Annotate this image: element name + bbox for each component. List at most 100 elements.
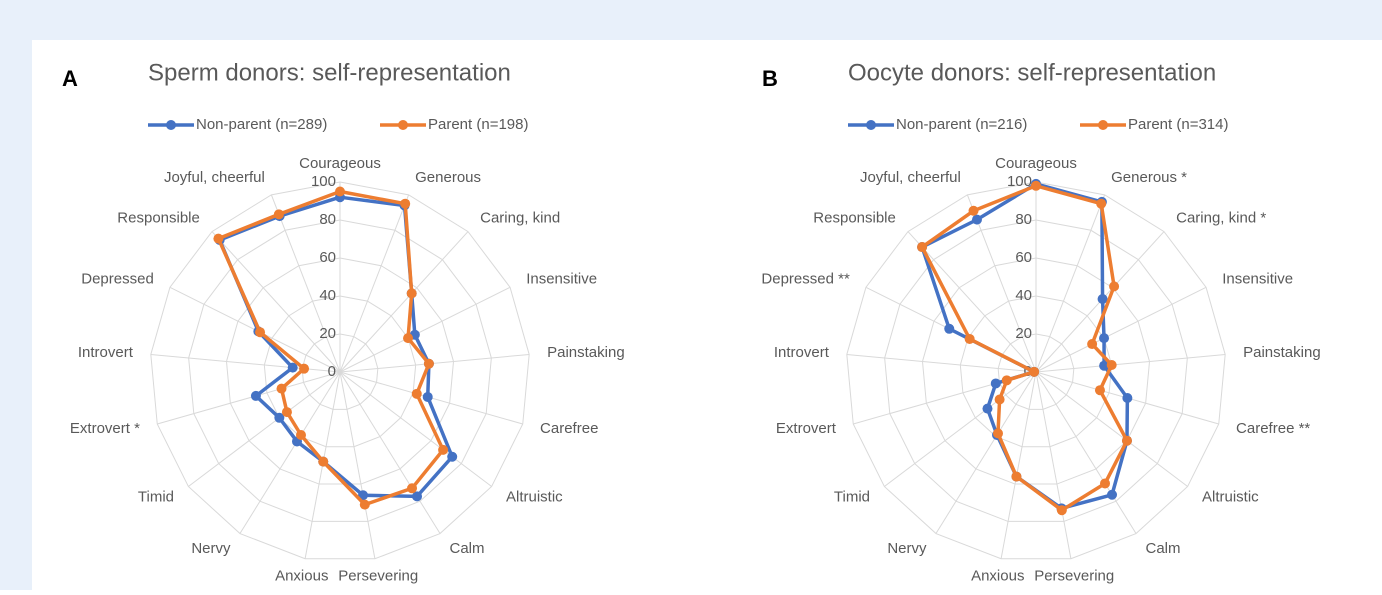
spoke <box>1000 371 1037 559</box>
data-point <box>992 428 1003 439</box>
data-point <box>335 186 345 197</box>
category-label: Insensitive <box>1222 270 1293 287</box>
spoke <box>339 231 469 373</box>
legend-label: Non-parent (n=216) <box>896 116 1027 133</box>
spoke <box>1035 286 1207 373</box>
grid-ring <box>846 181 1226 560</box>
category-label: Courageous <box>299 155 381 172</box>
spoke <box>966 194 1037 373</box>
data-point <box>276 383 287 394</box>
category-label: Joyful, cheerful <box>860 169 961 186</box>
category-label: Generous * <box>1111 169 1187 186</box>
category-label: Caring, kind <box>480 209 560 226</box>
data-point <box>994 394 1005 405</box>
data-point <box>990 378 1001 389</box>
spoke <box>1035 371 1072 559</box>
data-point <box>1099 360 1110 371</box>
data-point <box>407 483 418 494</box>
category-label: Courageous <box>995 155 1077 172</box>
spoke <box>1035 353 1226 373</box>
data-point <box>411 388 422 399</box>
category-label: Painstaking <box>547 344 625 361</box>
tick-label: 100 <box>311 173 336 190</box>
tick-label: 40 <box>1015 287 1032 304</box>
spoke <box>157 371 341 425</box>
legend-label: Non-parent (n=289) <box>196 116 327 133</box>
tick-label: 80 <box>1015 211 1032 228</box>
legend-marker <box>398 120 408 130</box>
data-point <box>917 242 928 253</box>
data-point <box>1096 198 1107 209</box>
tick-label: 20 <box>1015 325 1032 342</box>
data-point <box>412 491 423 502</box>
data-point <box>359 499 370 510</box>
spoke <box>907 231 1037 373</box>
panel-letter: A <box>62 66 78 91</box>
data-point <box>213 233 224 244</box>
data-point <box>1100 478 1111 489</box>
tick-label: 0 <box>328 363 336 380</box>
spoke <box>846 353 1037 373</box>
legend-marker <box>866 120 876 130</box>
tick-label: 100 <box>1007 173 1032 190</box>
data-point <box>971 214 982 225</box>
data-point <box>1011 471 1022 482</box>
data-point <box>295 430 306 441</box>
series-line <box>919 183 1129 513</box>
legend-marker <box>1098 120 1108 130</box>
category-label: Generous <box>415 169 481 186</box>
category-label: Timid <box>834 488 870 505</box>
spoke <box>1035 194 1106 373</box>
spoke <box>339 353 530 373</box>
category-label: Timid <box>138 488 174 505</box>
category-label: Responsible <box>813 209 896 226</box>
legend-label: Parent (n=198) <box>428 116 528 133</box>
data-point <box>318 456 329 467</box>
tick-label: 60 <box>1015 249 1032 266</box>
category-label: Depressed ** <box>761 270 850 287</box>
spoke <box>211 231 341 373</box>
category-label: Introvert <box>774 344 830 361</box>
spoke <box>1035 371 1188 487</box>
category-label: Painstaking <box>1243 344 1321 361</box>
category-label: Calm <box>449 540 484 557</box>
data-point <box>1029 366 1040 377</box>
series-line <box>216 189 446 507</box>
category-label: Caring, kind * <box>1176 209 1266 226</box>
spoke <box>339 371 441 534</box>
tick-label: 60 <box>319 249 336 266</box>
data-point <box>1031 180 1041 191</box>
data-point <box>400 198 411 209</box>
spoke <box>1035 371 1137 534</box>
grid-ring <box>997 333 1075 410</box>
data-point <box>1056 505 1067 516</box>
grid-ring <box>921 257 1151 485</box>
legend-label: Parent (n=314) <box>1128 116 1228 133</box>
data-point <box>255 327 266 338</box>
data-point <box>403 333 414 344</box>
tick-label: 0 <box>1024 363 1032 380</box>
data-point <box>274 412 285 423</box>
data-point <box>250 390 261 401</box>
spoke <box>188 371 341 487</box>
data-point <box>1087 339 1098 350</box>
data-point <box>438 444 449 455</box>
tick-label: 80 <box>319 211 336 228</box>
grid-ring <box>301 333 379 410</box>
data-point <box>982 403 993 414</box>
category-label: Extrovert * <box>70 420 140 437</box>
spoke <box>339 286 511 373</box>
spoke <box>339 371 492 487</box>
category-label: Introvert <box>78 344 134 361</box>
chart-title: Sperm donors: self-representation <box>148 59 511 86</box>
category-label: Carefree <box>540 420 598 437</box>
category-label: Joyful, cheerful <box>164 169 265 186</box>
data-point <box>273 209 284 220</box>
spoke <box>884 371 1037 487</box>
tick-label: 20 <box>319 325 336 342</box>
data-point <box>1121 435 1132 446</box>
category-label: Carefree ** <box>1236 420 1310 437</box>
grid-ring <box>188 219 492 522</box>
spoke <box>339 371 376 559</box>
